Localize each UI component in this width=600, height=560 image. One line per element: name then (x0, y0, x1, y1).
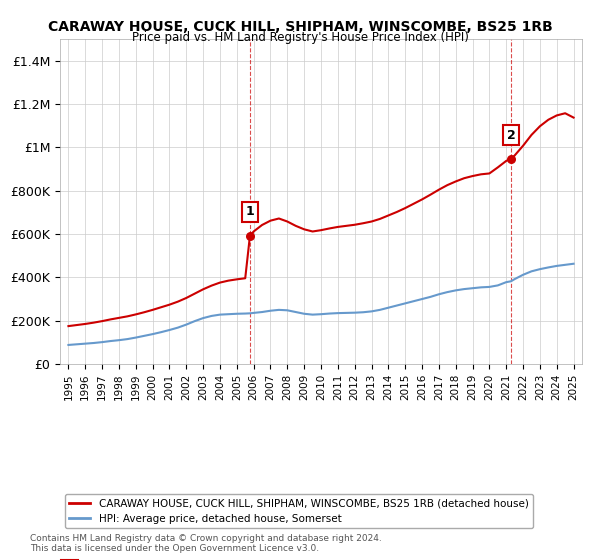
Point (506, 155, 516, 164)
Text: CARAWAY HOUSE, CUCK HILL, SHIPHAM, WINSCOMBE, BS25 1RB: CARAWAY HOUSE, CUCK HILL, SHIPHAM, WINSC… (47, 20, 553, 34)
Text: Contains HM Land Registry data © Crown copyright and database right 2024.
This d: Contains HM Land Registry data © Crown c… (30, 534, 382, 553)
Legend: CARAWAY HOUSE, CUCK HILL, SHIPHAM, WINSCOMBE, BS25 1RB (detached house), HPI: Av: CARAWAY HOUSE, CUCK HILL, SHIPHAM, WINSC… (65, 494, 533, 528)
Point (245, 231, 255, 240)
Text: 2: 2 (506, 129, 515, 142)
Text: Price paid vs. HM Land Registry's House Price Index (HPI): Price paid vs. HM Land Registry's House … (131, 31, 469, 44)
Text: 1: 1 (245, 206, 254, 218)
